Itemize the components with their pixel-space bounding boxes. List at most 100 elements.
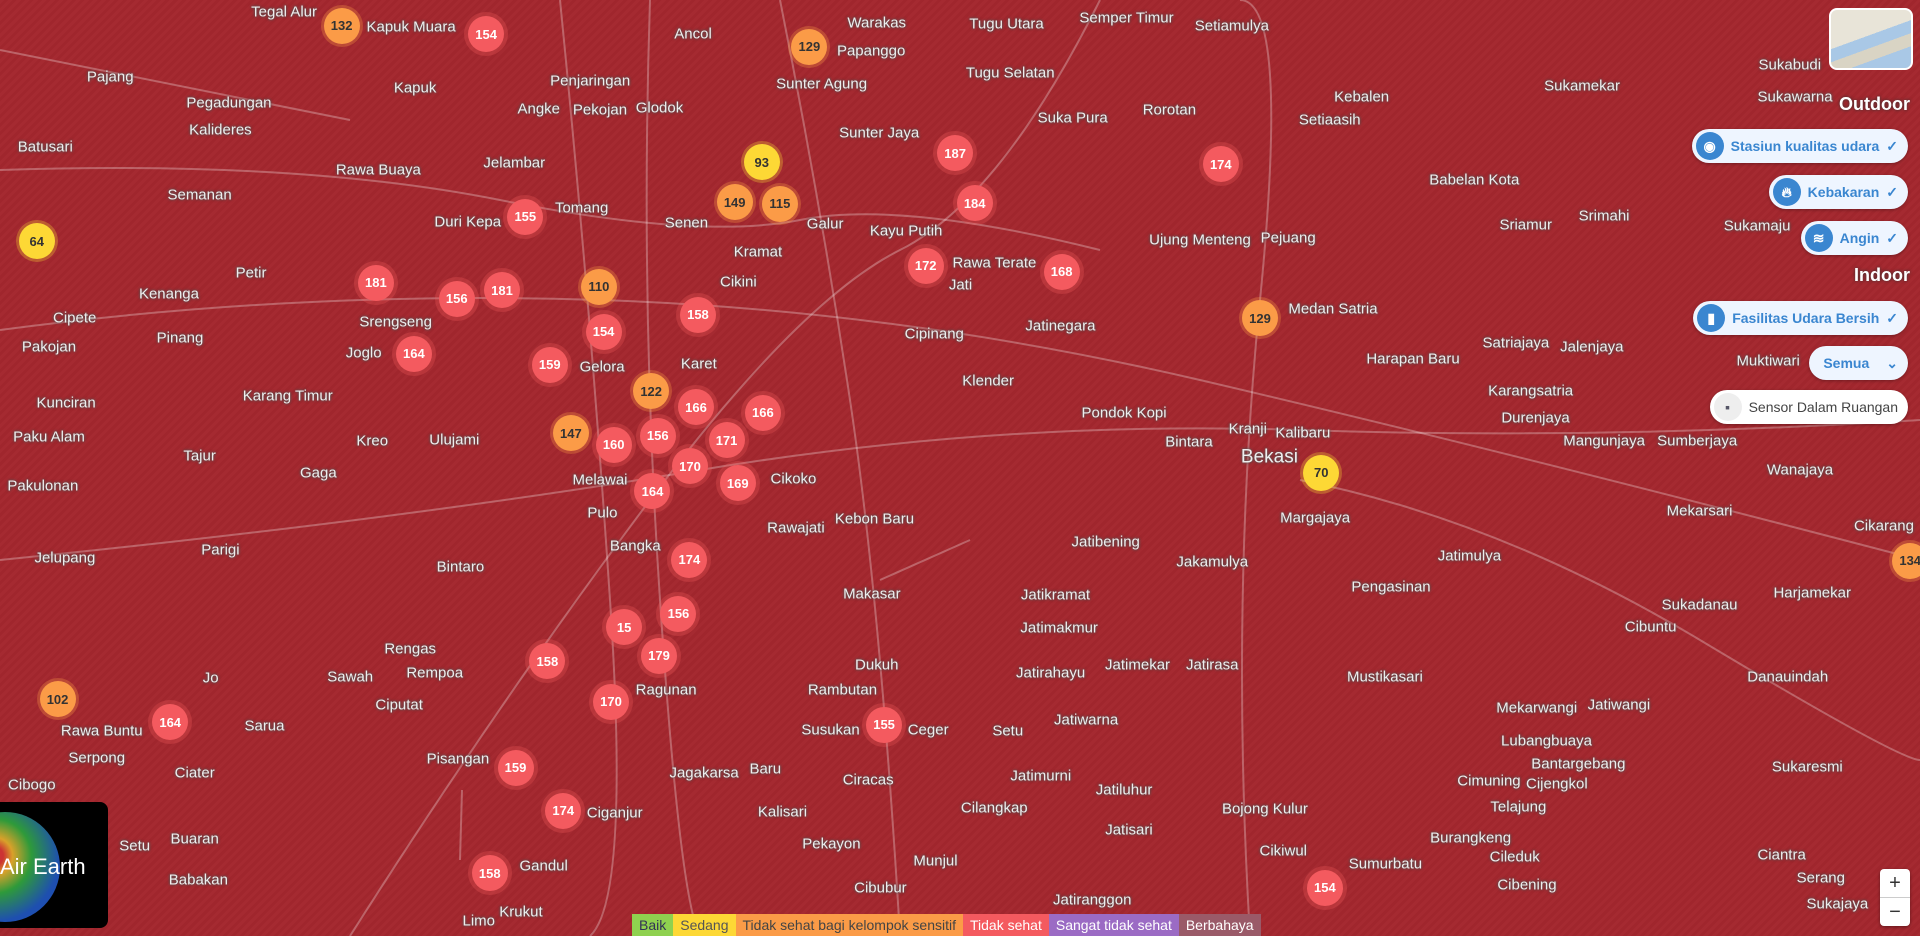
place-label: Sunter Agung: [776, 75, 868, 93]
layer-label: Kebakaran: [1807, 184, 1880, 200]
place-label: Pengasinan: [1351, 578, 1431, 596]
aqi-marker[interactable]: 158: [529, 643, 566, 680]
place-label: Sumberjaya: [1657, 432, 1738, 450]
aqi-marker[interactable]: 156: [438, 280, 475, 317]
place-label: Sukabudi: [1758, 56, 1822, 74]
aqi-marker[interactable]: 172: [907, 247, 944, 284]
place-label: Ciputat: [375, 696, 423, 714]
aqi-marker[interactable]: 158: [679, 296, 716, 333]
place-label: Wanajaya: [1766, 461, 1834, 479]
aqi-marker[interactable]: 181: [357, 264, 394, 301]
place-label: Mekarwangi: [1496, 699, 1578, 717]
place-label: Mustikasari: [1346, 668, 1423, 686]
place-label: Paku Alam: [13, 428, 85, 446]
aqi-marker[interactable]: 129: [791, 28, 828, 65]
place-label: Susukan: [801, 721, 860, 739]
aqi-marker[interactable]: 93: [743, 144, 780, 181]
aqi-marker[interactable]: 158: [471, 855, 508, 892]
aqi-marker[interactable]: 147: [552, 415, 589, 452]
aqi-marker[interactable]: 159: [531, 346, 568, 383]
place-label: Cijengkol: [1525, 775, 1588, 793]
aqi-marker[interactable]: 164: [395, 335, 432, 372]
aqi-marker[interactable]: 122: [633, 373, 670, 410]
place-label: Sukamaju: [1723, 217, 1791, 235]
place-label: Jatinegara: [1025, 317, 1096, 335]
aqi-marker[interactable]: 132: [323, 7, 360, 44]
place-label: Buaran: [170, 830, 219, 848]
place-label: Ciater: [174, 764, 215, 782]
aqi-marker[interactable]: 181: [484, 272, 521, 309]
aqi-marker[interactable]: 164: [152, 704, 189, 741]
layer-toggle-clean-air-facilities[interactable]: ▮ Fasilitas Udara Bersih ✓: [1693, 301, 1908, 335]
aqi-marker[interactable]: 155: [507, 198, 544, 235]
place-label: Ulujami: [429, 431, 480, 449]
aqi-marker[interactable]: 159: [497, 749, 534, 786]
indoor-sensor-toggle[interactable]: ▪ Sensor Dalam Ruangan: [1709, 390, 1908, 424]
aqi-marker[interactable]: 168: [1043, 253, 1080, 290]
aqi-marker[interactable]: 64: [18, 223, 55, 260]
zoom-in-button[interactable]: +: [1889, 872, 1901, 894]
place-label: Jelambar: [483, 154, 546, 172]
layer-toggle-fire[interactable]: 🔥︎ Kebakaran ✓: [1768, 175, 1908, 209]
place-label: Jatibening: [1071, 533, 1140, 551]
filter-select[interactable]: Semua ⌄: [1809, 346, 1908, 380]
aqi-marker[interactable]: 115: [761, 185, 798, 222]
aqi-marker[interactable]: 169: [719, 465, 756, 502]
aqi-marker[interactable]: 129: [1242, 300, 1278, 337]
place-label: Cipete: [53, 309, 97, 327]
aqi-marker[interactable]: 154: [468, 16, 505, 53]
place-label: Cikini: [720, 273, 757, 291]
place-label: Kalisari: [757, 803, 808, 821]
aqi-marker[interactable]: 156: [660, 595, 697, 632]
aqi-marker[interactable]: 184: [956, 185, 993, 222]
aqi-marker[interactable]: 174: [671, 541, 708, 578]
zoom-out-button[interactable]: −: [1880, 897, 1910, 926]
layer-label: Angin: [1839, 230, 1880, 246]
aqi-marker[interactable]: 160: [595, 426, 632, 463]
filter-select-value: Semua: [1823, 355, 1870, 371]
aqi-marker[interactable]: 171: [708, 422, 745, 459]
aqi-marker[interactable]: 110: [580, 268, 617, 305]
place-label: Setiaasih: [1298, 111, 1361, 129]
aqi-marker[interactable]: 70: [1303, 454, 1340, 491]
layer-toggle-wind[interactable]: ≋ Angin ✓: [1800, 221, 1908, 255]
layer-toggle-air-stations[interactable]: ◉ Stasiun kualitas udara ✓: [1691, 129, 1908, 163]
aqi-marker[interactable]: 154: [585, 313, 622, 350]
place-label: Pejuang: [1260, 229, 1316, 247]
aqi-marker[interactable]: 166: [744, 394, 781, 431]
place-label: Warakas: [847, 14, 907, 32]
aqi-marker[interactable]: 149: [716, 184, 753, 221]
aqi-marker[interactable]: 134: [1892, 542, 1920, 579]
aqi-marker[interactable]: 166: [677, 389, 714, 426]
aqi-marker[interactable]: 155: [866, 706, 903, 743]
place-label: Petir: [235, 264, 267, 282]
aqi-marker[interactable]: 179: [641, 637, 678, 674]
aqi-marker[interactable]: 15: [606, 609, 643, 646]
aqi-marker[interactable]: 174: [545, 792, 582, 829]
air-earth-logo[interactable]: Air Earth: [0, 802, 108, 928]
sensor-icon: ▪: [1713, 393, 1742, 421]
place-label: Jati: [948, 276, 973, 294]
place-label: Harjamekar: [1773, 584, 1851, 602]
aqi-marker[interactable]: 174: [1202, 146, 1239, 183]
place-label: Babakan: [168, 871, 228, 889]
place-label: Ciracas: [842, 771, 894, 789]
aqi-marker[interactable]: 170: [593, 683, 630, 720]
aqi-marker[interactable]: 154: [1306, 869, 1343, 906]
place-label: Bintaro: [436, 558, 485, 576]
place-label: Jatikramat: [1020, 586, 1091, 604]
aqi-marker[interactable]: 170: [671, 448, 708, 485]
place-label: Tajur: [183, 447, 216, 464]
aqi-marker[interactable]: 102: [39, 681, 76, 718]
place-label: Bintara: [1165, 433, 1213, 451]
outdoor-heading: Outdoor: [1839, 94, 1910, 114]
aqi-marker[interactable]: 164: [634, 473, 671, 510]
place-label: Babelan Kota: [1429, 171, 1520, 189]
place-label: Ciantra: [1757, 846, 1806, 864]
place-label: Ancol: [674, 25, 712, 43]
minimap-thumbnail[interactable]: [1829, 8, 1913, 70]
place-label: Cibubur: [854, 879, 907, 897]
aqi-marker[interactable]: 187: [937, 135, 974, 172]
place-label: Ciganjur: [586, 804, 643, 822]
aqi-marker[interactable]: 156: [639, 417, 676, 454]
